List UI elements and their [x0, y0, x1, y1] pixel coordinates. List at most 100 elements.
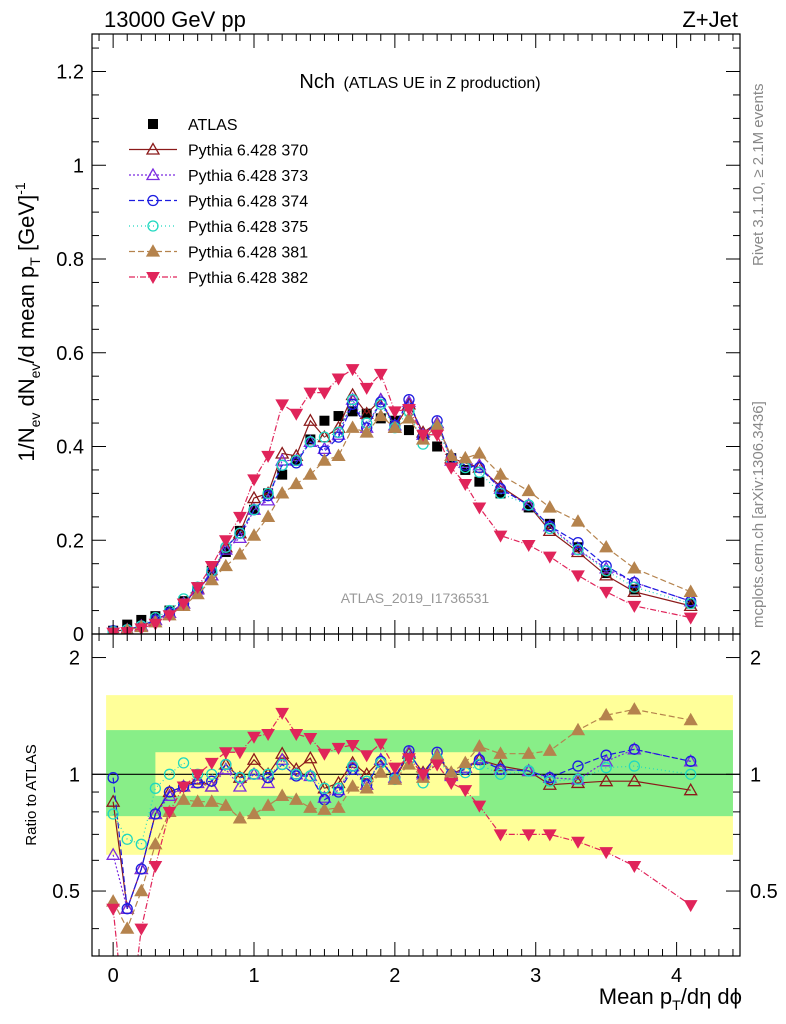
ratio-point — [493, 746, 508, 759]
ratio-point — [332, 782, 345, 794]
data-point — [262, 487, 274, 500]
ratio-point — [135, 838, 147, 850]
data-point — [345, 364, 360, 377]
ratio-point — [149, 782, 162, 794]
x-tick-label: 2 — [389, 965, 400, 987]
ratio-y-tick-label: 0.5 — [52, 881, 80, 903]
data-point — [523, 502, 534, 513]
data-point — [331, 448, 346, 462]
data-point — [430, 429, 444, 442]
ratio-point — [120, 921, 135, 934]
ratio-point — [685, 768, 697, 780]
x-tick-label: 4 — [671, 965, 682, 987]
ratio-plot-series — [92, 702, 740, 956]
y-tick-label: 1.2 — [56, 62, 84, 84]
data-point — [275, 486, 290, 499]
data-point — [277, 469, 288, 480]
data-point — [359, 425, 374, 438]
ratio-point — [544, 772, 556, 784]
ratio-y-tick-label-right: 2 — [750, 648, 761, 670]
ratio-point — [387, 772, 402, 785]
legend-marker — [147, 220, 159, 232]
ratio-point — [346, 763, 359, 775]
data-point — [683, 584, 698, 597]
legend-entry: ATLAS — [148, 117, 238, 134]
legend-marker — [145, 142, 161, 155]
ratio-point — [190, 794, 205, 807]
y-tick-label: 0.8 — [56, 249, 84, 271]
ratio-point — [473, 758, 486, 771]
data-point — [359, 382, 374, 395]
ratio-point — [260, 798, 276, 811]
data-point — [331, 427, 346, 440]
legend-label: Pythia 6.428 382 — [188, 270, 308, 287]
data-point — [260, 509, 276, 522]
data-point — [627, 561, 642, 574]
data-point — [542, 500, 557, 513]
ratio-point — [218, 798, 233, 811]
series-line-4 — [113, 398, 691, 633]
ratio-point — [289, 792, 304, 805]
data-point — [444, 462, 459, 475]
ratio-point — [600, 762, 612, 774]
x-tick-label: 0 — [108, 965, 119, 987]
plot-title-sub: (ATLAS UE in Z production) — [343, 75, 540, 92]
data-point — [523, 499, 535, 511]
data-point — [303, 413, 318, 426]
data-point — [247, 474, 261, 487]
ratio-point — [627, 702, 642, 715]
data-point — [289, 408, 304, 421]
ratio-y-tick-label: 2 — [69, 648, 80, 670]
ratio-point — [261, 729, 275, 742]
ratio-point — [248, 768, 260, 780]
data-point — [261, 450, 275, 463]
data-point — [472, 457, 487, 471]
ratio-point — [204, 794, 219, 807]
ratio-point — [345, 739, 360, 752]
data-point — [472, 502, 487, 515]
data-point — [275, 446, 290, 459]
ratio-point — [246, 806, 262, 820]
ratio-point — [571, 836, 585, 849]
ratio-point — [317, 790, 332, 803]
ratio-point — [303, 750, 318, 764]
ratio-point — [276, 758, 288, 771]
ratio-point — [107, 808, 119, 820]
legend-label: Pythia 6.428 381 — [188, 245, 308, 262]
ratio-point — [317, 802, 332, 815]
data-point — [432, 441, 443, 452]
data-point — [373, 392, 388, 405]
ratio-point — [106, 847, 121, 860]
legend-marker — [145, 244, 161, 257]
legend-label: Pythia 6.428 370 — [188, 143, 308, 160]
ratio-point — [162, 788, 177, 801]
y-tick-label: 1 — [73, 155, 84, 177]
data-point — [473, 461, 486, 474]
data-point — [346, 398, 359, 410]
data-point — [303, 387, 318, 400]
data-point — [627, 600, 642, 613]
ratio-point — [472, 800, 487, 813]
ratio-point — [163, 786, 176, 798]
ratio-point — [275, 707, 290, 720]
collision-label: 13000 GeV pp — [104, 7, 246, 32]
data-point — [494, 487, 507, 500]
ratio-point — [331, 800, 346, 813]
data-point — [218, 542, 233, 555]
ratio-point — [247, 731, 261, 744]
axes: 0 1 2 3 4 0 0.2 0.4 0.6 0.8 1 1.2 0.5 0.5 1 1 2 2 — [52, 34, 778, 987]
legend-entry: Pythia 6.428 374 — [129, 194, 308, 211]
data-point — [332, 431, 345, 443]
data-point — [347, 406, 358, 417]
legend-label: Pythia 6.428 373 — [188, 168, 308, 185]
ratio-point — [275, 746, 290, 759]
data-point — [458, 450, 473, 464]
data-point — [521, 483, 536, 497]
data-point — [275, 399, 290, 412]
ratio-point — [444, 765, 459, 778]
ratio-point — [304, 770, 316, 782]
ratio-point — [346, 760, 359, 772]
ratio-point — [262, 772, 274, 784]
ratio-point — [331, 782, 346, 796]
